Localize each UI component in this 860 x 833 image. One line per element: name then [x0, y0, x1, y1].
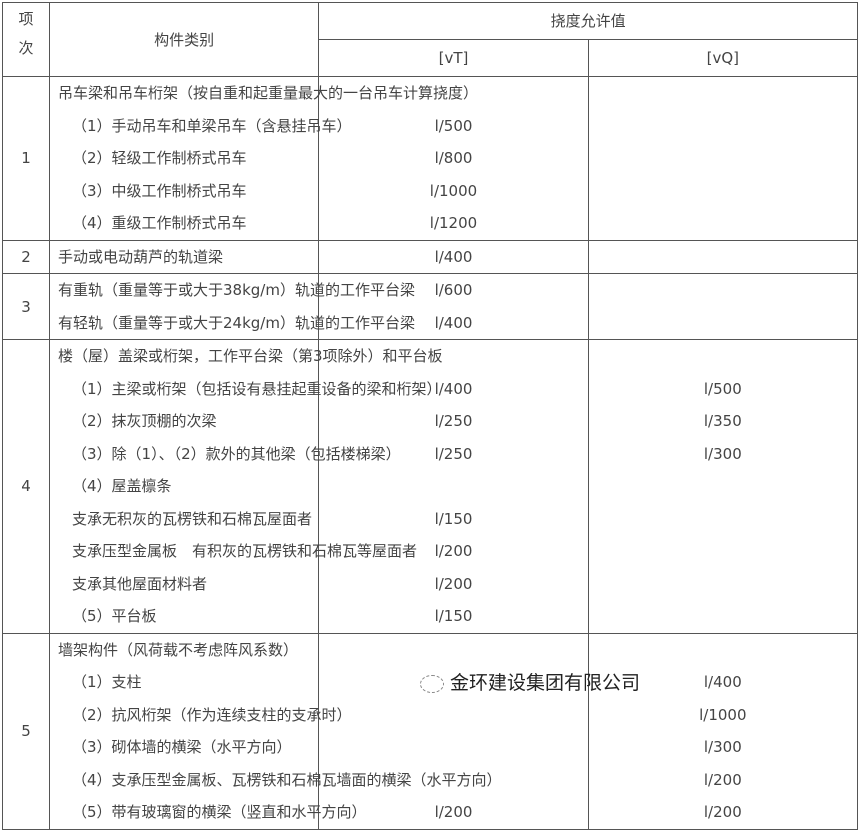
vq-value: l/300: [703, 738, 742, 756]
item-text: （5）带有玻璃窗的横梁（竖直和水平方向）: [72, 803, 367, 821]
item-text: （3）中级工作制桥式吊车: [72, 181, 247, 200]
item-text: （2）抗风桁架（作为连续支柱的支承时）: [72, 705, 352, 724]
row-vq: [587, 76, 859, 241]
vt-value: l/400: [434, 247, 473, 266]
vt-value: l/200: [434, 803, 473, 821]
vq-value: l/300: [703, 444, 742, 463]
item-text: 吊车梁和吊车桁架（按自重和起重量最大的一台吊车计算挠度）: [58, 84, 479, 102]
vq-value: [589, 535, 857, 568]
vt-value: [319, 731, 587, 764]
table-row: 4 楼（屋）盖梁或桁架，工作平台梁（第3项除外）和平台板 （1）主梁或桁架（包括设有…: [2, 339, 859, 634]
item-text: （4）支承压型金属板、瓦楞铁和石棉瓦墙面的横梁（水平方向）: [72, 770, 502, 789]
vq-value: [589, 600, 857, 633]
item-text: （3）除（1）、（2）款外的其他梁（包括楼梯梁）: [72, 444, 401, 463]
row-vt: l/200: [318, 632, 589, 830]
item-text: 支承其他屋面材料者: [72, 574, 208, 593]
row-vq: [587, 239, 859, 274]
item-text: （4）屋盖檩条: [72, 477, 172, 495]
row-description: 墙架构件（风荷载不考虑阵风系数） （1）支柱 （2）抗风桁架（作为连续支柱的支承时）…: [48, 632, 502, 830]
table-row: 5 墙架构件（风荷载不考虑阵风系数） （1）支柱 （2）抗风桁架（作为连续支柱的支承时…: [2, 632, 859, 830]
vt-value: l/150: [434, 607, 473, 625]
vq-value: [589, 175, 857, 208]
row-description: 手动或电动葫芦的轨道梁: [48, 239, 320, 274]
vt-value: [319, 699, 587, 732]
row-index: 2: [2, 239, 50, 274]
item-text: （3）砌体墙的横梁（水平方向）: [72, 738, 292, 756]
header-index: 项次: [2, 2, 50, 77]
table-row: 1 吊车梁和吊车桁架（按自重和起重量最大的一台吊车计算挠度） （1）手动吊车和单梁吊…: [2, 76, 859, 241]
item-text: （5）平台板: [72, 607, 157, 625]
row-index: 3: [2, 273, 50, 340]
vq-value: [589, 77, 857, 110]
vq-value: [589, 307, 857, 340]
vt-value: l/200: [434, 542, 473, 560]
vq-value: l/200: [703, 803, 742, 821]
vq-value: [589, 503, 857, 536]
vq-value: l/200: [703, 770, 742, 789]
row-vq: l/500 l/350 l/300: [587, 339, 859, 634]
vt-value: l/500: [434, 116, 473, 135]
item-text: 支承压型金属板 有积灰的瓦楞铁和石棉瓦等屋面者: [72, 542, 418, 560]
vt-value: [319, 666, 587, 699]
vt-value: l/250: [434, 444, 473, 463]
vt-value: [319, 634, 587, 667]
header-vt: [vT]: [318, 39, 589, 77]
vq-value: [589, 142, 857, 175]
row-description: 吊车梁和吊车桁架（按自重和起重量最大的一台吊车计算挠度） （1）手动吊车和单梁吊车…: [48, 76, 479, 241]
row-index: 1: [2, 76, 50, 241]
row-vq: [587, 273, 859, 340]
vq-value: l/400: [703, 673, 742, 691]
item-text: （1）支柱: [72, 673, 142, 691]
vq-value: l/500: [703, 379, 742, 398]
header-item: 构件类别: [48, 2, 320, 77]
vq-value: [589, 340, 857, 373]
row-vt: l/400 l/250 l/250 l/150 l/200 l/200 l/150: [318, 339, 589, 634]
item-text: （1）主梁或桁架（包括设有悬挂起重设备的梁和桁架）: [72, 379, 442, 398]
item-text: （2）轻级工作制桥式吊车: [72, 149, 247, 167]
table-row: 2 手动或电动葫芦的轨道梁 l/400: [2, 239, 859, 274]
row-vt: l/400: [318, 239, 589, 274]
vt-value: l/1000: [429, 181, 478, 200]
header-limit: 挠度允许值: [318, 2, 858, 40]
item-text: 墙架构件（风荷载不考虑阵风系数）: [58, 640, 299, 659]
vq-value: [589, 470, 857, 503]
vq-value: [589, 634, 857, 667]
row-description: 楼（屋）盖梁或桁架，工作平台梁（第3项除外）和平台板 （1）主梁或桁架（包括设有悬…: [48, 339, 443, 634]
vt-value: l/250: [434, 412, 473, 430]
item-text: （1）手动吊车和单梁吊车（含悬挂吊车）: [72, 116, 352, 135]
vq-value: [589, 110, 857, 143]
item-text: （2）抹灰顶棚的次梁: [72, 412, 217, 430]
vq-value: l/1000: [699, 705, 747, 724]
item-text: 有重轨（重量等于或大于38kg/m）轨道的工作平台梁: [58, 281, 415, 299]
row-vt: l/600 l/400: [318, 273, 589, 340]
item-text: 楼（屋）盖梁或桁架，工作平台梁（第3项除外）和平台板: [58, 347, 443, 365]
vt-value: l/600: [434, 281, 473, 299]
vt-value: l/800: [434, 149, 473, 167]
row-description: 有重轨（重量等于或大于38kg/m）轨道的工作平台梁 有轻轨（重量等于或大于24k…: [48, 273, 415, 340]
item-text: 支承无积灰的瓦楞铁和石棉瓦屋面者: [72, 509, 313, 528]
vt-value: l/150: [434, 509, 473, 528]
vt-value: l/400: [434, 379, 473, 398]
header-vq: [vQ]: [587, 39, 859, 77]
vt-value: l/400: [434, 313, 473, 332]
item-text: （4）重级工作制桥式吊车: [72, 214, 247, 232]
vt-value: l/1200: [429, 214, 478, 232]
vq-value: [589, 241, 857, 274]
vq-value: [589, 568, 857, 601]
row-vt: l/500 l/800 l/1000 l/1200: [318, 76, 589, 241]
vt-value: l/200: [434, 574, 473, 593]
row-vq: l/400 l/1000 l/300 l/200 l/200: [587, 632, 859, 830]
table-row: 3 有重轨（重量等于或大于38kg/m）轨道的工作平台梁 有轻轨（重量等于或大于24…: [2, 273, 859, 340]
vt-value: [319, 470, 587, 503]
row-index: 5: [2, 632, 50, 830]
vq-value: l/350: [703, 412, 742, 430]
vq-value: [589, 207, 857, 240]
item-text: 手动或电动葫芦的轨道梁: [58, 247, 224, 266]
item-text: 有轻轨（重量等于或大于24kg/m）轨道的工作平台梁: [58, 313, 415, 332]
vq-value: [589, 274, 857, 307]
row-index: 4: [2, 339, 50, 634]
